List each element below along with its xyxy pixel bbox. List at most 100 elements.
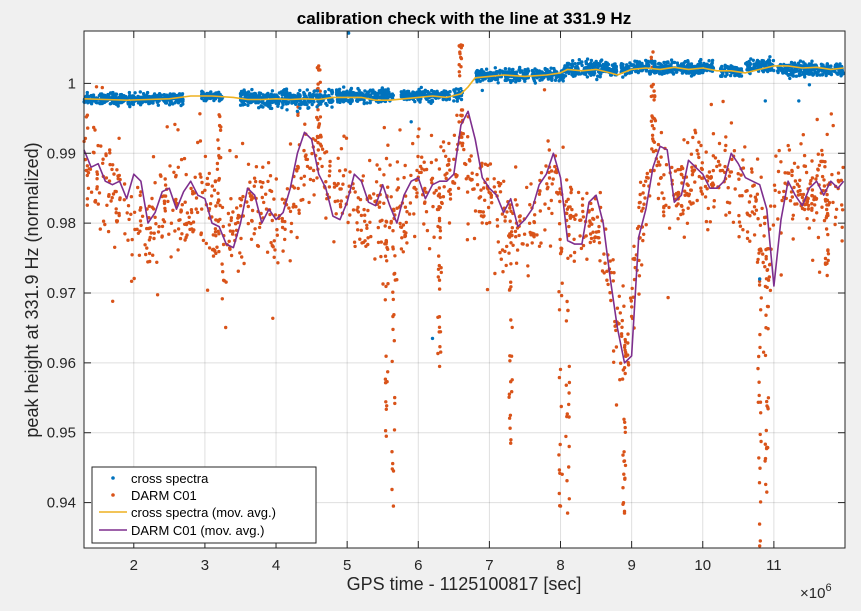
data-point-cross-spectra xyxy=(810,71,814,76)
data-point-darm-c01 xyxy=(93,128,97,132)
data-point-darm-c01 xyxy=(316,148,320,152)
data-point-cross-spectra xyxy=(603,63,607,68)
data-point-cross-spectra xyxy=(414,93,419,97)
data-point-darm-c01 xyxy=(757,393,761,398)
data-point-cross-spectra xyxy=(811,68,815,72)
data-point-darm-c01 xyxy=(559,293,564,298)
data-point-cross-spectra xyxy=(145,93,149,97)
data-point-cross-spectra xyxy=(270,89,275,93)
data-point-darm-c01 xyxy=(261,165,265,169)
data-point-darm-c01 xyxy=(85,113,90,117)
series-darm-c01-points xyxy=(82,43,845,548)
data-point-darm-c01 xyxy=(384,407,388,411)
data-point-darm-c01 xyxy=(165,125,169,129)
data-point-cross-spectra xyxy=(330,105,334,109)
data-point-cross-spectra xyxy=(254,95,258,99)
data-point-darm-c01 xyxy=(598,190,602,195)
data-point-darm-c01 xyxy=(588,232,593,236)
data-point-cross-spectra xyxy=(257,91,261,95)
data-point-darm-c01 xyxy=(840,225,844,229)
data-point-darm-c01 xyxy=(280,225,285,230)
data-point-darm-c01 xyxy=(386,370,390,374)
data-point-darm-c01 xyxy=(841,165,845,170)
data-point-darm-c01 xyxy=(514,235,518,239)
data-point-cross-spectra xyxy=(495,70,499,74)
data-point-cross-spectra xyxy=(455,99,459,103)
data-point-darm-c01 xyxy=(201,238,206,243)
data-point-darm-c01 xyxy=(539,171,544,175)
data-point-darm-c01 xyxy=(555,190,559,195)
data-point-darm-c01 xyxy=(415,168,419,173)
data-point-cross-spectra xyxy=(732,66,736,70)
data-point-darm-c01 xyxy=(557,222,562,226)
data-point-darm-c01 xyxy=(214,204,218,208)
data-point-darm-c01 xyxy=(808,182,812,186)
data-point-darm-c01 xyxy=(632,244,636,248)
data-point-darm-c01 xyxy=(585,257,589,261)
data-point-darm-c01 xyxy=(681,208,685,212)
data-point-darm-c01 xyxy=(480,221,484,225)
data-point-darm-c01 xyxy=(535,233,539,237)
data-point-cross-spectra xyxy=(583,66,588,70)
data-point-darm-c01 xyxy=(194,196,199,200)
data-point-darm-c01 xyxy=(137,253,142,257)
data-point-darm-c01 xyxy=(174,197,178,202)
data-point-darm-c01 xyxy=(492,185,496,189)
data-point-darm-c01 xyxy=(660,191,664,195)
data-point-darm-c01 xyxy=(807,226,811,230)
data-point-darm-c01 xyxy=(422,160,426,164)
data-point-cross-spectra xyxy=(91,93,96,97)
data-point-darm-c01 xyxy=(558,237,562,242)
data-point-darm-c01 xyxy=(108,148,112,152)
data-point-darm-c01 xyxy=(184,222,189,227)
data-point-darm-c01 xyxy=(403,234,408,238)
data-point-darm-c01 xyxy=(623,463,628,468)
data-point-cross-spectra xyxy=(708,63,713,68)
data-point-cross-spectra xyxy=(341,90,346,94)
data-point-darm-c01 xyxy=(662,206,666,210)
data-point-darm-c01 xyxy=(403,163,407,168)
legend-label-darm-c01: DARM C01 xyxy=(131,488,197,503)
data-point-darm-c01 xyxy=(621,453,625,457)
data-point-cross-spectra xyxy=(596,74,600,78)
data-point-darm-c01 xyxy=(699,143,703,148)
data-point-darm-c01 xyxy=(764,215,768,219)
data-point-darm-c01 xyxy=(392,272,396,276)
data-point-darm-c01 xyxy=(547,170,551,175)
data-point-darm-c01 xyxy=(206,182,210,186)
data-point-darm-c01 xyxy=(608,259,612,263)
data-point-darm-c01 xyxy=(95,172,100,176)
data-point-cross-spectra xyxy=(370,89,374,93)
data-point-darm-c01 xyxy=(460,114,464,118)
data-point-cross-spectra xyxy=(488,78,493,83)
data-point-cross-spectra xyxy=(409,120,413,124)
data-point-darm-c01 xyxy=(508,426,512,430)
data-point-darm-c01 xyxy=(184,172,188,177)
data-point-cross-spectra xyxy=(733,71,737,76)
data-point-darm-c01 xyxy=(743,145,747,149)
data-point-darm-c01 xyxy=(117,211,121,216)
data-point-cross-spectra xyxy=(312,89,316,94)
data-point-darm-c01 xyxy=(652,140,657,144)
data-point-darm-c01 xyxy=(246,162,251,166)
data-point-darm-c01 xyxy=(287,206,291,210)
data-point-darm-c01 xyxy=(765,404,769,408)
data-point-darm-c01 xyxy=(398,221,402,226)
data-point-darm-c01 xyxy=(475,183,480,187)
data-point-darm-c01 xyxy=(236,269,240,273)
data-point-darm-c01 xyxy=(754,208,759,212)
data-point-cross-spectra xyxy=(627,71,632,75)
data-point-darm-c01 xyxy=(831,200,835,205)
data-point-darm-c01 xyxy=(507,392,512,396)
data-point-darm-c01 xyxy=(765,247,769,251)
data-point-darm-c01 xyxy=(342,134,346,138)
data-point-darm-c01 xyxy=(642,202,646,206)
data-point-darm-c01 xyxy=(481,210,485,214)
data-point-darm-c01 xyxy=(294,205,298,209)
data-point-darm-c01 xyxy=(384,219,388,223)
data-point-darm-c01 xyxy=(799,142,803,146)
data-point-darm-c01 xyxy=(820,174,825,179)
data-point-darm-c01 xyxy=(332,185,337,189)
data-point-darm-c01 xyxy=(218,203,222,208)
data-point-darm-c01 xyxy=(759,439,763,444)
